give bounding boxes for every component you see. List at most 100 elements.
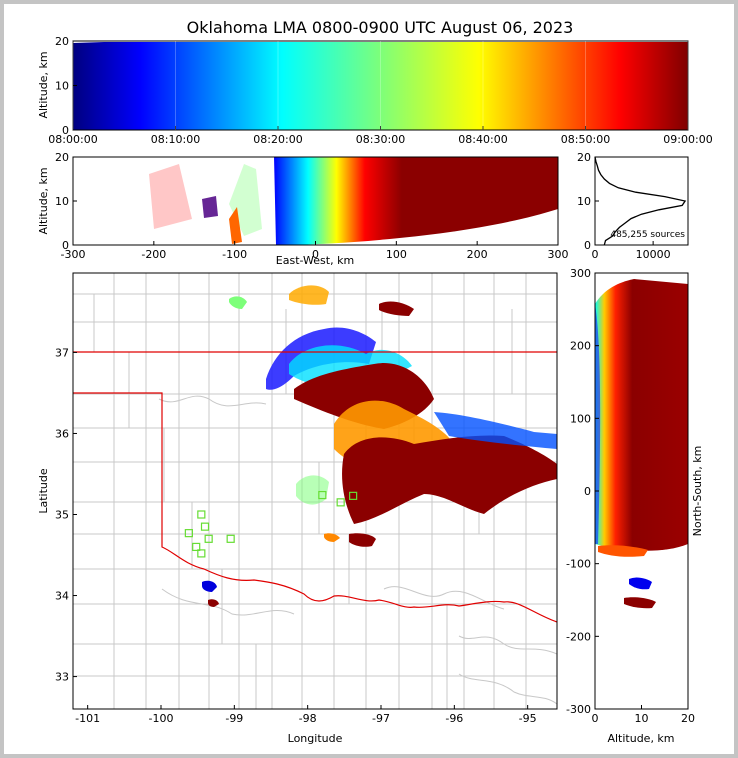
ew-altitude-ylabel: Altitude, km (37, 167, 50, 234)
ew-altitude-blue-cluster (202, 196, 218, 218)
altitude-ns-ytick-label: 300 (570, 267, 591, 280)
time-altitude-panel: 08:00:00 08:10:00 08:20:00 08:30:00 08:40:00… (37, 35, 713, 146)
storm-south-red (208, 599, 219, 607)
altitude-ns-blue-cluster (629, 577, 652, 590)
ew-altitude-xtick-label: 200 (467, 248, 488, 261)
time-altitude-xtick-label: 08:30:00 (356, 133, 405, 146)
altitude-histogram-line (594, 156, 687, 246)
storm-core-south (342, 435, 557, 524)
lma-station-marker (192, 542, 201, 552)
time-altitude-xtick-label: 08:20:00 (253, 133, 302, 146)
storm-north-orange (289, 285, 329, 305)
ew-altitude-panel: -300 -200 -100 0 100 200 300 0 10 20 East-West, … (37, 151, 569, 267)
chart-title: Oklahoma LMA 0800-0900 UTC August 06, 20… (187, 18, 574, 37)
altitude-ns-xtick-label: 10 (635, 712, 649, 725)
storm-sw-red (349, 533, 376, 547)
altitude-histogram-ytick-label: 10 (577, 195, 591, 208)
plan-view-xtick-label: -100 (149, 712, 174, 725)
altitude-histogram-ytick-label: 20 (577, 151, 591, 164)
lma-station-marker (336, 498, 345, 507)
time-altitude-xtick-label: 09:00:00 (663, 133, 712, 146)
plan-view-xlabel: Longitude (288, 732, 343, 745)
time-altitude-xtick-label: 08:50:00 (561, 133, 610, 146)
time-altitude-ytick-label: 20 (55, 35, 69, 48)
altitude-ns-panel: 0 10 20 -300 -200 -100 0 100 200 300 Altitude, k… (566, 267, 704, 745)
ew-altitude-xtick-label: 300 (548, 248, 569, 261)
altitude-ns-main-cluster (595, 279, 688, 551)
plan-view-ytick-label: 34 (55, 590, 69, 603)
lma-station-marker (184, 529, 193, 538)
altitude-ns-ytick-label: 0 (584, 485, 591, 498)
storm-nw-green (229, 296, 247, 309)
plan-view-xtick-label: -101 (75, 712, 100, 725)
plan-view-map (73, 273, 557, 709)
altitude-ns-low-blue (595, 304, 601, 544)
ew-altitude-xtick-label: -300 (61, 248, 86, 261)
altitude-histogram-panel: 0 10000 0 10 20 485,255 sources (577, 151, 689, 261)
lma-station-marker (226, 534, 235, 543)
altitude-ns-xtick-label: 0 (592, 712, 599, 725)
plan-view-ylabel: Latitude (37, 468, 50, 514)
plan-view-xtick-label: -98 (299, 712, 317, 725)
altitude-ns-xtick-label: 20 (681, 712, 695, 725)
lma-station-marker (349, 491, 358, 500)
ew-altitude-orange-column (229, 207, 242, 244)
lma-station-marker (197, 510, 206, 519)
plan-view-xtick-label: -95 (519, 712, 537, 725)
plan-view-xtick-label: -97 (372, 712, 390, 725)
oklahoma-south-border (73, 392, 557, 623)
altitude-histogram-ytick-label: 0 (584, 239, 591, 252)
plan-view-ytick-label: 33 (55, 671, 69, 684)
time-altitude-xtick-label: 08:40:00 (458, 133, 507, 146)
altitude-ns-ytick-label: -100 (566, 558, 591, 571)
ew-altitude-main-cluster (274, 157, 558, 245)
plan-view-ytick-label: 37 (55, 346, 69, 359)
time-altitude-sources (73, 42, 688, 130)
altitude-ns-ytick-label: 200 (570, 340, 591, 353)
storm-west-green (296, 475, 329, 505)
altitude-ns-xlabel: Altitude, km (607, 732, 674, 745)
lma-stations (184, 490, 358, 558)
ew-altitude-west-scatter (149, 164, 192, 229)
lma-station-marker (200, 522, 210, 531)
ew-altitude-xtick-label: -100 (222, 248, 247, 261)
time-altitude-ylabel: Altitude, km (37, 51, 50, 118)
histogram-plot-area (595, 157, 688, 245)
altitude-ns-ylabel: North-South, km (691, 446, 704, 537)
storm-south-blue (202, 580, 217, 592)
plan-view-panel: -101 -100 -99 -98 -97 -96 -95 33 34 35 36 37 Longi… (37, 272, 558, 745)
ew-altitude-xlabel: East-West, km (276, 254, 354, 267)
lma-station-marker (197, 549, 206, 558)
storm-east-blue (434, 412, 557, 449)
time-altitude-ytick-label: 0 (62, 124, 69, 137)
plan-view-axes-box (72, 272, 558, 710)
plan-view-ytick-label: 36 (55, 427, 69, 440)
ew-altitude-ytick-label: 20 (55, 151, 69, 164)
plan-view-xtick-label: -96 (445, 712, 463, 725)
time-altitude-xtick-label: 08:00:00 (48, 133, 97, 146)
ew-altitude-ytick-label: 10 (55, 195, 69, 208)
storm-sw-orange (324, 533, 340, 542)
ew-altitude-ytick-label: 0 (62, 239, 69, 252)
storm-north-red (379, 301, 414, 316)
ew-altitude-xtick-label: -200 (141, 248, 166, 261)
altitude-ns-ytick-label: 100 (570, 412, 591, 425)
altitude-ns-orange-band (598, 545, 648, 557)
altitude-histogram-xtick-label: 0 (592, 248, 599, 261)
plan-view-xtick-label: -99 (225, 712, 243, 725)
lma-station-marker (204, 534, 213, 543)
lightning-storm-cluster (202, 285, 557, 607)
ew-altitude-xtick-label: 100 (386, 248, 407, 261)
figure-frame: Oklahoma LMA 0800-0900 UTC August 06, 20… (4, 4, 734, 754)
altitude-ns-red-cluster (624, 597, 656, 609)
sources-count-label: 485,255 sources (610, 230, 685, 240)
time-altitude-xtick-label: 08:10:00 (151, 133, 200, 146)
altitude-histogram-xtick-label: 10000 (636, 248, 671, 261)
altitude-ns-ytick-label: -200 (566, 630, 591, 643)
altitude-ns-ytick-label: -300 (566, 703, 591, 716)
lma-station-marker (318, 490, 327, 500)
ew-altitude-xtick-label: 0 (312, 248, 319, 261)
lma-figure: Oklahoma LMA 0800-0900 UTC August 06, 20… (37, 18, 713, 745)
time-altitude-ytick-label: 10 (55, 80, 69, 93)
plan-view-ytick-label: 35 (55, 509, 69, 522)
